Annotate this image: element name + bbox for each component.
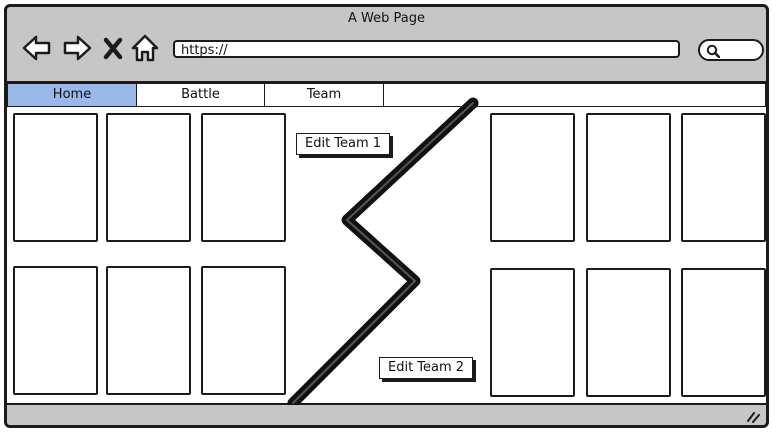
browser-window: A Web Page https:// Home Battle Team (4, 4, 769, 428)
close-icon[interactable] (101, 32, 125, 64)
team1-card[interactable] (13, 113, 98, 242)
team2-card[interactable] (681, 268, 766, 397)
tab-bar: Home Battle Team (7, 83, 766, 107)
window-title: A Web Page (348, 11, 425, 26)
search-icon (706, 44, 720, 58)
edit-team-2-button[interactable]: Edit Team 2 (379, 357, 474, 379)
tab-battle[interactable]: Battle (136, 83, 265, 107)
forward-arrow-icon[interactable] (61, 32, 93, 64)
tab-team[interactable]: Team (264, 83, 384, 107)
tab-bar-filler (383, 83, 766, 107)
home-icon[interactable] (129, 32, 161, 64)
team2-card[interactable] (681, 113, 766, 242)
team2-card[interactable] (586, 268, 671, 397)
resize-handle-icon[interactable] (746, 409, 760, 423)
search-input[interactable] (698, 39, 764, 61)
team1-card[interactable] (201, 266, 286, 395)
team2-card[interactable] (490, 113, 575, 242)
team2-card[interactable] (586, 113, 671, 242)
back-arrow-icon[interactable] (21, 32, 53, 64)
team1-card[interactable] (201, 113, 286, 242)
team1-card[interactable] (106, 266, 191, 395)
page-content: Home Battle Team Edit Team 1 Edit Team 2 (7, 81, 766, 407)
team1-card[interactable] (106, 113, 191, 242)
edit-team-1-button[interactable]: Edit Team 1 (296, 133, 391, 155)
team2-card[interactable] (490, 268, 575, 397)
team1-card[interactable] (13, 266, 98, 395)
tab-home[interactable]: Home (7, 83, 137, 107)
status-bar (7, 405, 766, 425)
address-bar[interactable]: https:// (173, 40, 680, 58)
